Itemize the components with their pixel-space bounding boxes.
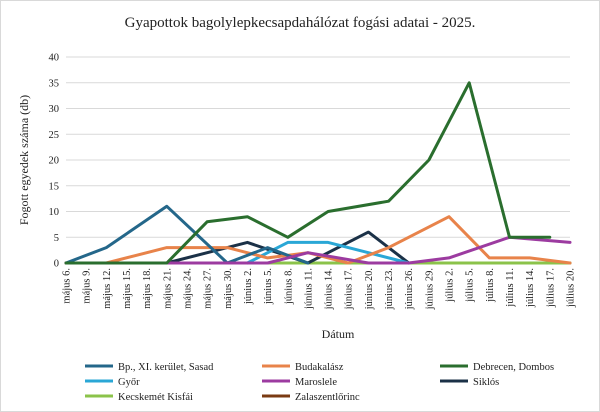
x-tick-label: július 17. — [545, 268, 556, 308]
series-line — [64, 235, 572, 265]
x-tick-label: június 11. — [303, 268, 314, 310]
gridlines — [66, 56, 570, 238]
legend-label: Debrecen, Dombos — [473, 362, 554, 373]
x-tick-label: május 6. — [62, 268, 73, 304]
legend: Bp., XI. kerület, Sasad Budakalász Debrece… — [85, 362, 554, 403]
y-tick-label: 30 — [49, 104, 60, 115]
x-tick-label: május 21. — [162, 268, 173, 309]
x-tick-label: május 27. — [203, 268, 214, 309]
legend-label: Kecskemét Kisfái — [118, 392, 193, 403]
y-tick-label: 10 — [49, 207, 60, 218]
y-tick-label: 25 — [49, 130, 60, 141]
legend-label: Győr — [118, 377, 140, 388]
y-tick-label: 20 — [49, 156, 60, 167]
x-tick-label: május 30. — [223, 268, 234, 309]
x-tick-label: június 23. — [384, 268, 395, 310]
x-tick-label: június 8. — [283, 268, 294, 305]
y-tick-label: 35 — [49, 78, 60, 89]
legend-label: Bp., XI. kerület, Sasad — [118, 362, 214, 373]
x-tick-label: június 17. — [344, 268, 355, 310]
y-axis-label: Fogott egyedek száma (db) — [17, 95, 31, 225]
legend-label: Zalaszentlőrinc — [295, 392, 360, 403]
x-tick-label: június 2. — [243, 268, 254, 305]
x-tick-label: május 15. — [122, 268, 133, 309]
x-tick-label: május 12. — [102, 268, 113, 309]
y-tick-label: 5 — [54, 233, 59, 244]
x-tick-label: május 24. — [182, 268, 193, 309]
x-tick-label: május 18. — [142, 268, 153, 309]
x-tick-label: május 9. — [82, 268, 93, 304]
legend-label: Budakalász — [295, 362, 344, 373]
x-tick-label: június 26. — [404, 268, 415, 310]
x-tick-label: június 5. — [263, 268, 274, 305]
x-axis-label: Dátum — [322, 327, 355, 341]
x-tick-label: július 5. — [465, 268, 476, 303]
x-tick-label: június 29. — [424, 268, 435, 310]
x-tick-label: július 20. — [566, 268, 577, 308]
chart-title: Gyapottok bagolylepkecsapdahálózat fogás… — [125, 15, 476, 31]
x-tick-label: július 11. — [505, 268, 516, 308]
y-tick-label: 40 — [49, 53, 60, 64]
series-line — [64, 81, 552, 265]
series-line — [64, 215, 572, 265]
x-tick-label: július 8. — [485, 268, 496, 303]
x-tick-label: július 14. — [525, 268, 536, 308]
series-lines — [64, 81, 572, 265]
y-tick-label: 0 — [54, 259, 59, 270]
legend-label: Siklós — [473, 377, 499, 388]
x-tick-label: június 20. — [364, 268, 375, 310]
x-tick-label: július 2. — [445, 268, 456, 303]
legend-label: Maroslele — [295, 377, 337, 388]
y-tick-labels: 0 5 10 15 20 25 30 35 40 — [49, 53, 60, 270]
y-tick-label: 15 — [49, 181, 60, 192]
x-tick-label: június 14. — [324, 268, 335, 310]
x-tick-labels: május 6. május 9. május 12. május 15. május … — [62, 268, 577, 310]
series-line — [64, 204, 310, 265]
